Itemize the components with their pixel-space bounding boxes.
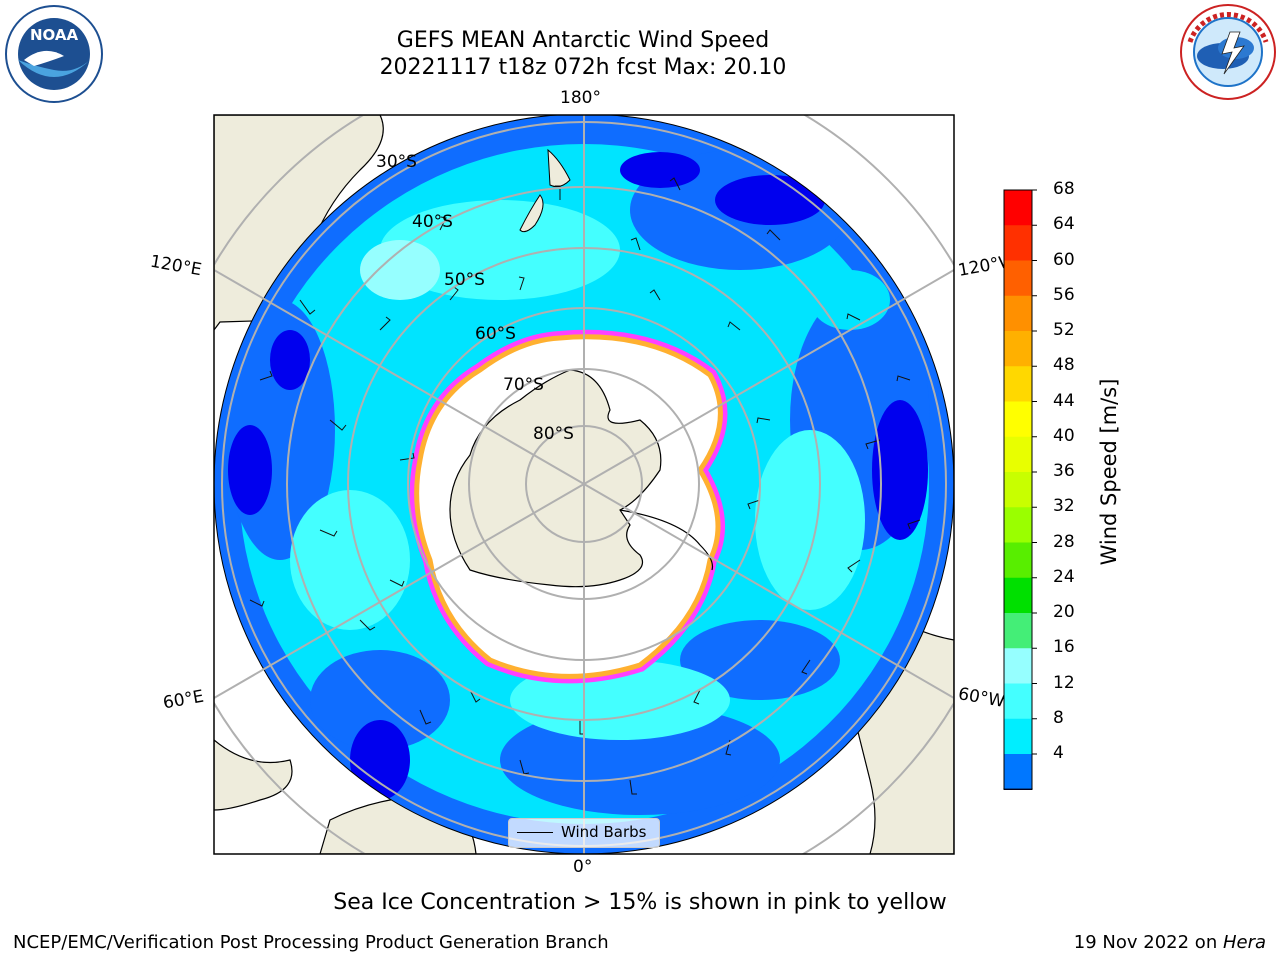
colorbar-segment bbox=[1004, 190, 1032, 226]
colorbar-tick-label: 24 bbox=[1053, 566, 1075, 587]
colorbar-tick-label: 68 bbox=[1053, 179, 1075, 199]
colorbar-tick-label: 20 bbox=[1053, 602, 1075, 622]
colorbar-tick-label: 36 bbox=[1053, 461, 1075, 481]
colorbar-segment bbox=[1004, 366, 1032, 402]
colorbar-segment bbox=[1004, 401, 1032, 438]
colorbar-segment bbox=[1004, 472, 1032, 508]
colorbar-segment bbox=[1004, 718, 1032, 755]
colorbar-segment bbox=[1004, 648, 1032, 684]
colorbar-tick-label: 40 bbox=[1053, 425, 1075, 446]
colorbar-segment bbox=[1004, 260, 1032, 297]
colorbar-segment bbox=[1004, 613, 1032, 649]
colorbar-segment bbox=[1004, 577, 1032, 614]
colorbar-tick-label: 44 bbox=[1053, 390, 1075, 411]
colorbar-tick-label: 56 bbox=[1053, 284, 1075, 305]
lon-label-180: 180° bbox=[560, 88, 601, 108]
svg-text:NOAA: NOAA bbox=[30, 26, 79, 44]
colorbar-segment bbox=[1004, 295, 1032, 332]
colorbar bbox=[1003, 189, 1037, 790]
colorbar-tick-label: 32 bbox=[1053, 496, 1075, 517]
colorbar-segment bbox=[1004, 542, 1032, 579]
map-frame bbox=[213, 114, 955, 855]
colorbar-tick-label: 28 bbox=[1053, 531, 1075, 552]
sea-ice-caption: Sea Ice Concentration > 15% is shown in … bbox=[333, 890, 947, 915]
lat-label-70s: 70°S bbox=[503, 375, 544, 395]
colorbar-tick-label: 60 bbox=[1053, 249, 1075, 270]
footer-machine: Hera bbox=[1222, 932, 1266, 953]
colorbar-tick-label: 12 bbox=[1053, 672, 1075, 693]
antarctica bbox=[449, 369, 662, 588]
title-line-2: 20221117 t18z 072h fcst Max: 20.10 bbox=[379, 55, 787, 80]
colorbar-segment bbox=[1004, 683, 1032, 720]
wind-barbs-legend: Wind Barbs bbox=[508, 818, 660, 848]
colorbar-tick-label: 4 bbox=[1053, 743, 1064, 763]
colorbar-tick-label: 48 bbox=[1053, 355, 1075, 376]
colorbar-label: Wind Speed [m/s] bbox=[1097, 378, 1121, 566]
colorbar-tick-label: 52 bbox=[1053, 320, 1075, 340]
colorbar-outline bbox=[1003, 189, 1033, 790]
lon-label-0: 0° bbox=[573, 857, 593, 877]
nws-logo-icon bbox=[1180, 4, 1276, 100]
lat-label-60s: 60°S bbox=[475, 324, 516, 344]
colorbar-segment bbox=[1004, 225, 1032, 261]
legend-label: Wind Barbs bbox=[561, 823, 647, 841]
colorbar-segment bbox=[1004, 507, 1032, 543]
colorbar-tick-label: 8 bbox=[1053, 707, 1064, 728]
footer-date: 19 Nov 2022 on Hera bbox=[1073, 932, 1266, 953]
title-line-1: GEFS MEAN Antarctic Wind Speed bbox=[396, 28, 770, 53]
colorbar-segment bbox=[1004, 331, 1032, 367]
colorbar-segment bbox=[1004, 754, 1032, 790]
lat-label-50s: 50°S bbox=[444, 270, 485, 290]
lat-label-40s: 40°S bbox=[412, 212, 453, 232]
legend-line-icon bbox=[517, 832, 553, 833]
colorbar-tick-label: 16 bbox=[1053, 637, 1075, 658]
colorbar-segment bbox=[1004, 436, 1032, 473]
wind-barbs bbox=[249, 177, 921, 795]
colorbar-tick-label: 64 bbox=[1053, 214, 1075, 235]
footer-branch: NCEP/EMC/Verification Post Processing Pr… bbox=[13, 932, 609, 953]
lat-label-80s: 80°S bbox=[533, 424, 574, 444]
noaa-logo-icon: NOAA bbox=[5, 5, 103, 103]
lat-label-30s: 30°S bbox=[376, 152, 417, 172]
